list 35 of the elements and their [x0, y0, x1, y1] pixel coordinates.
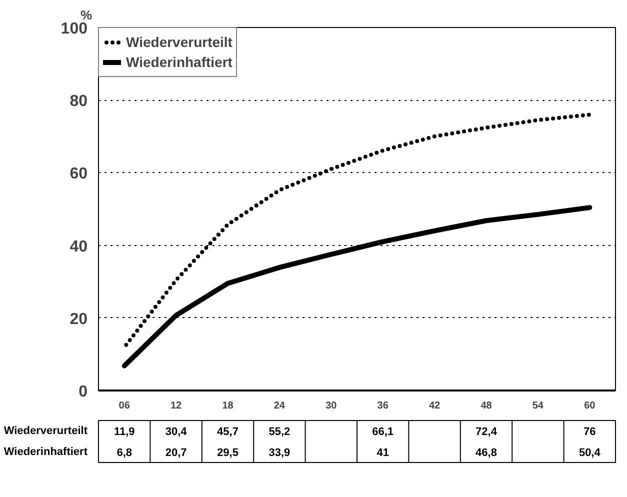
y-tick-label: 100 [60, 20, 88, 38]
data-label: 46,8 [476, 447, 497, 459]
x-tick-label: 24 [274, 400, 286, 412]
text: Wiederverurteilt [4, 425, 88, 437]
x-tick-label: 36 [377, 400, 389, 412]
data-label: 72,4 [476, 426, 498, 438]
y-tick-label: 0 [78, 384, 88, 400]
x-tick-label: 30 [326, 400, 338, 412]
y-tick-label: 80 [70, 93, 88, 110]
data-label: 55,2 [268, 426, 290, 438]
data-label: 30,4 [165, 426, 188, 438]
text: Wiederinhaftiert [4, 446, 88, 458]
data-label: 29,5 [217, 447, 238, 459]
data-label: 20,7 [165, 447, 187, 459]
y-tick-label: 40 [70, 238, 88, 256]
x-tick-label: 18 [222, 400, 234, 412]
legend-label: Wiederverurteilt [126, 34, 232, 50]
data-label: 76 [584, 426, 596, 438]
y-tick-label: 60 [70, 166, 88, 183]
x-tick-label: 42 [428, 400, 441, 412]
x-tick-label: 48 [480, 400, 492, 412]
data-label: 50,4 [578, 447, 602, 459]
data-label: 41 [376, 447, 389, 459]
x-tick-label: 12 [170, 400, 182, 412]
data-label: 33,9 [268, 447, 290, 459]
data-label: 45,7 [217, 426, 238, 438]
data-label: 11,9 [114, 426, 135, 438]
x-tick-label: 06 [118, 400, 130, 412]
y-tick-label: 20 [70, 310, 88, 328]
x-tick-label: 54 [532, 400, 544, 412]
legend-label: Wiederinhaftiert [126, 54, 232, 70]
data-label: 6,8 [116, 447, 132, 459]
x-tick-label: 60 [584, 400, 596, 412]
y-axis-title: % [80, 8, 92, 22]
data-label: 66,1 [372, 426, 394, 438]
